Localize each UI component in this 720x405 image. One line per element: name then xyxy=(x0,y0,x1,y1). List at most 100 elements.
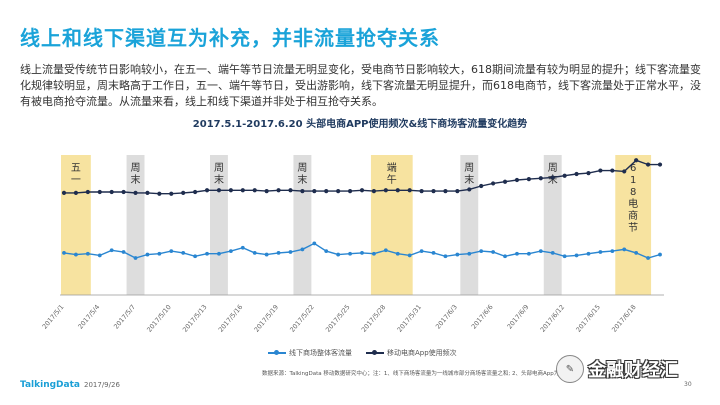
x-tick-label-6: 2017/5/19 xyxy=(253,303,281,334)
point-1-43 xyxy=(574,171,579,177)
point-1-21 xyxy=(312,189,317,194)
point-1-7 xyxy=(145,190,150,195)
band-label-7-5: 节 xyxy=(628,222,638,234)
band-label-1-1: 末 xyxy=(131,173,141,186)
point-1-2 xyxy=(85,189,90,195)
point-0-47 xyxy=(622,247,627,252)
band-label-3-1: 末 xyxy=(297,173,307,186)
point-1-48 xyxy=(634,158,639,163)
band-label-4-1: 午 xyxy=(387,173,397,186)
point-0-1 xyxy=(74,252,78,257)
point-0-12 xyxy=(205,251,209,256)
series-line-0 xyxy=(63,242,661,259)
point-0-48 xyxy=(634,250,639,255)
point-0-6 xyxy=(133,256,138,260)
point-1-50 xyxy=(657,162,663,167)
point-1-8 xyxy=(157,191,162,196)
band-label-7-0: 6 xyxy=(630,163,636,174)
point-0-11 xyxy=(193,254,198,259)
point-1-5 xyxy=(121,189,126,195)
x-tick-label-9: 2017/5/28 xyxy=(360,303,388,334)
watermark-text: 金融财经汇 xyxy=(588,360,678,381)
watermark: ✎ 金融财经汇 xyxy=(556,355,678,383)
band-label-5-0: 周 xyxy=(464,162,474,174)
point-1-13 xyxy=(216,188,222,193)
x-tick-label-2: 2017/5/7 xyxy=(112,303,137,331)
x-tick-label-12: 2017/6/6 xyxy=(470,303,495,331)
point-0-35 xyxy=(479,249,484,254)
band-label-5-1: 末 xyxy=(464,173,474,186)
chart-title: 2017.5.1-2017.6.20 头部电商APP使用频次&线下商场客流量变化… xyxy=(192,119,528,130)
point-1-44 xyxy=(586,171,591,176)
band-label-3-0: 周 xyxy=(297,162,307,174)
point-0-45 xyxy=(598,250,603,254)
band-label-0-1: 一 xyxy=(71,175,81,186)
band-label-0-0: 五 xyxy=(71,163,81,174)
band-label-2-0: 周 xyxy=(214,162,224,174)
band-3 xyxy=(293,155,312,295)
point-0-18 xyxy=(276,250,281,255)
point-1-33 xyxy=(455,189,460,194)
point-1-39 xyxy=(526,177,531,182)
band-7 xyxy=(615,155,652,295)
point-0-16 xyxy=(252,250,257,255)
legend-item-offline: 线下商场整体客流量 xyxy=(268,348,352,358)
x-tick-label-10: 2017/5/31 xyxy=(396,303,424,334)
point-1-19 xyxy=(288,188,293,193)
point-0-30 xyxy=(419,249,424,254)
point-0-43 xyxy=(574,253,579,258)
point-1-1 xyxy=(73,190,79,195)
point-1-36 xyxy=(491,181,496,186)
point-1-17 xyxy=(264,189,269,194)
x-tick-label-16: 2017/6/18 xyxy=(610,303,638,334)
point-1-29 xyxy=(407,188,412,193)
band-label-7-2: 8 xyxy=(630,187,636,198)
point-0-37 xyxy=(503,254,507,259)
legend-swatch-app xyxy=(366,350,384,355)
point-0-8 xyxy=(157,251,162,256)
point-0-5 xyxy=(121,250,126,254)
point-1-35 xyxy=(479,183,484,189)
point-0-24 xyxy=(348,251,352,256)
brand-logo: TalkingData xyxy=(20,380,80,390)
point-1-45 xyxy=(598,168,603,173)
point-1-3 xyxy=(97,189,102,195)
point-0-22 xyxy=(324,249,329,254)
point-0-23 xyxy=(336,252,341,257)
point-1-32 xyxy=(443,189,448,194)
point-1-41 xyxy=(550,175,555,180)
point-1-23 xyxy=(336,189,341,194)
point-0-41 xyxy=(550,250,555,255)
body-paragraph: 线上流量受传统节日影响较小，在五一、端午等节日流量无明显变化，受电商节日影响较大… xyxy=(20,63,701,108)
band-label-7-4: 商 xyxy=(628,209,638,222)
x-tick-label-15: 2017/6/15 xyxy=(574,303,602,334)
x-tick-label-7: 2017/5/22 xyxy=(288,303,316,334)
point-1-40 xyxy=(538,176,543,181)
x-tick-label-1: 2017/5/4 xyxy=(76,303,101,331)
point-0-40 xyxy=(538,249,543,254)
data-source-note: 数据来源：TalkingData 移动数据研究中心；注：1、线下商场客流量为一线… xyxy=(262,371,562,377)
band-label-4-0: 端 xyxy=(387,161,397,174)
x-tick-label-4: 2017/5/13 xyxy=(181,303,209,334)
band-1 xyxy=(126,155,145,295)
band-label-2-1: 末 xyxy=(214,173,224,186)
point-0-19 xyxy=(288,250,293,254)
point-1-6 xyxy=(133,190,138,195)
legend-item-app: 移动电商App使用频次 xyxy=(366,348,457,358)
x-tick-label-3: 2017/5/10 xyxy=(145,303,173,334)
point-0-0 xyxy=(62,250,66,255)
x-tick-label-8: 2017/5/25 xyxy=(324,303,352,334)
point-1-14 xyxy=(228,188,233,193)
band-4 xyxy=(370,155,413,295)
x-tick-label-14: 2017/6/12 xyxy=(539,303,567,334)
point-1-30 xyxy=(419,189,424,194)
point-1-28 xyxy=(395,188,400,193)
legend-label-app: 移动电商App使用频次 xyxy=(387,349,457,357)
point-1-34 xyxy=(467,187,472,192)
point-0-7 xyxy=(145,252,150,257)
band-label-1-0: 周 xyxy=(131,162,141,174)
point-1-37 xyxy=(502,179,508,184)
point-1-11 xyxy=(193,189,198,195)
chart-legend: 线下商场整体客流量 移动电商App使用频次 xyxy=(268,348,457,358)
